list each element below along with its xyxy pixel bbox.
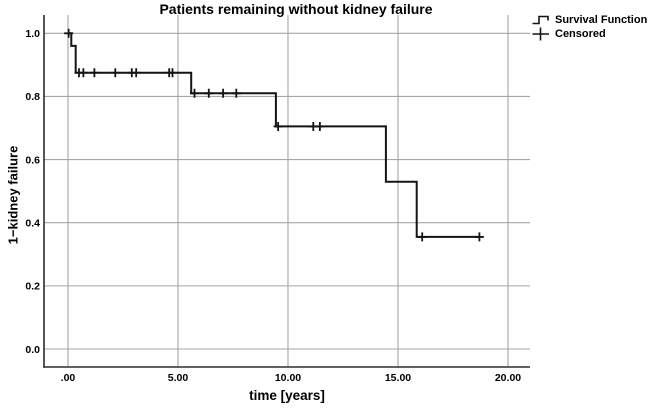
censored-marks (64, 28, 484, 242)
x-tick-labels: .00 5.00 10.00 15.00 20.00 (61, 372, 522, 384)
censored-mark (189, 88, 199, 98)
x-tick-label: 10.00 (275, 372, 301, 384)
y-tick-label: 0.4 (25, 218, 40, 230)
y-tick-label: 1.0 (25, 28, 40, 40)
censored-mark (231, 88, 241, 98)
censored-mark (78, 68, 88, 78)
y-tick-labels: 0.0 0.2 0.4 0.6 0.8 1.0 (25, 28, 40, 356)
legend: Survival Function Censored (532, 13, 647, 41)
legend-item-censored: Censored (532, 27, 647, 41)
x-tick-label: 15.00 (385, 372, 411, 384)
y-tick-label: 0.6 (25, 154, 40, 166)
censored-mark (204, 88, 214, 98)
survival-curve (68, 32, 480, 238)
legend-label-censored: Censored (555, 28, 606, 40)
gridlines (44, 15, 530, 367)
censored-mark (110, 68, 120, 78)
y-tick-label: 0.2 (25, 281, 40, 293)
censored-mark (131, 68, 141, 78)
x-tick-label: 20.00 (495, 372, 521, 384)
y-tick-label: 0.8 (25, 91, 40, 103)
censored-mark (167, 68, 177, 78)
censored-mark (315, 121, 325, 131)
censored-mark (474, 232, 484, 242)
y-tick-label: 0.0 (25, 344, 40, 356)
x-axis-title: time [years] (249, 388, 325, 403)
axes (43, 15, 530, 368)
censored-mark (417, 232, 427, 242)
x-tick-label: 5.00 (168, 372, 189, 384)
censored-mark (89, 68, 99, 78)
survival-function-step-icon (532, 15, 549, 25)
chart-title: Patients remaining without kidney failur… (159, 1, 433, 17)
x-tick-label: .00 (61, 372, 76, 384)
censored-plus-icon (532, 27, 549, 41)
censored-mark (273, 121, 283, 131)
legend-item-survival-function: Survival Function (532, 13, 647, 27)
censored-mark (218, 88, 228, 98)
legend-label-survival-function: Survival Function (555, 14, 648, 26)
censored-mark (64, 28, 74, 38)
